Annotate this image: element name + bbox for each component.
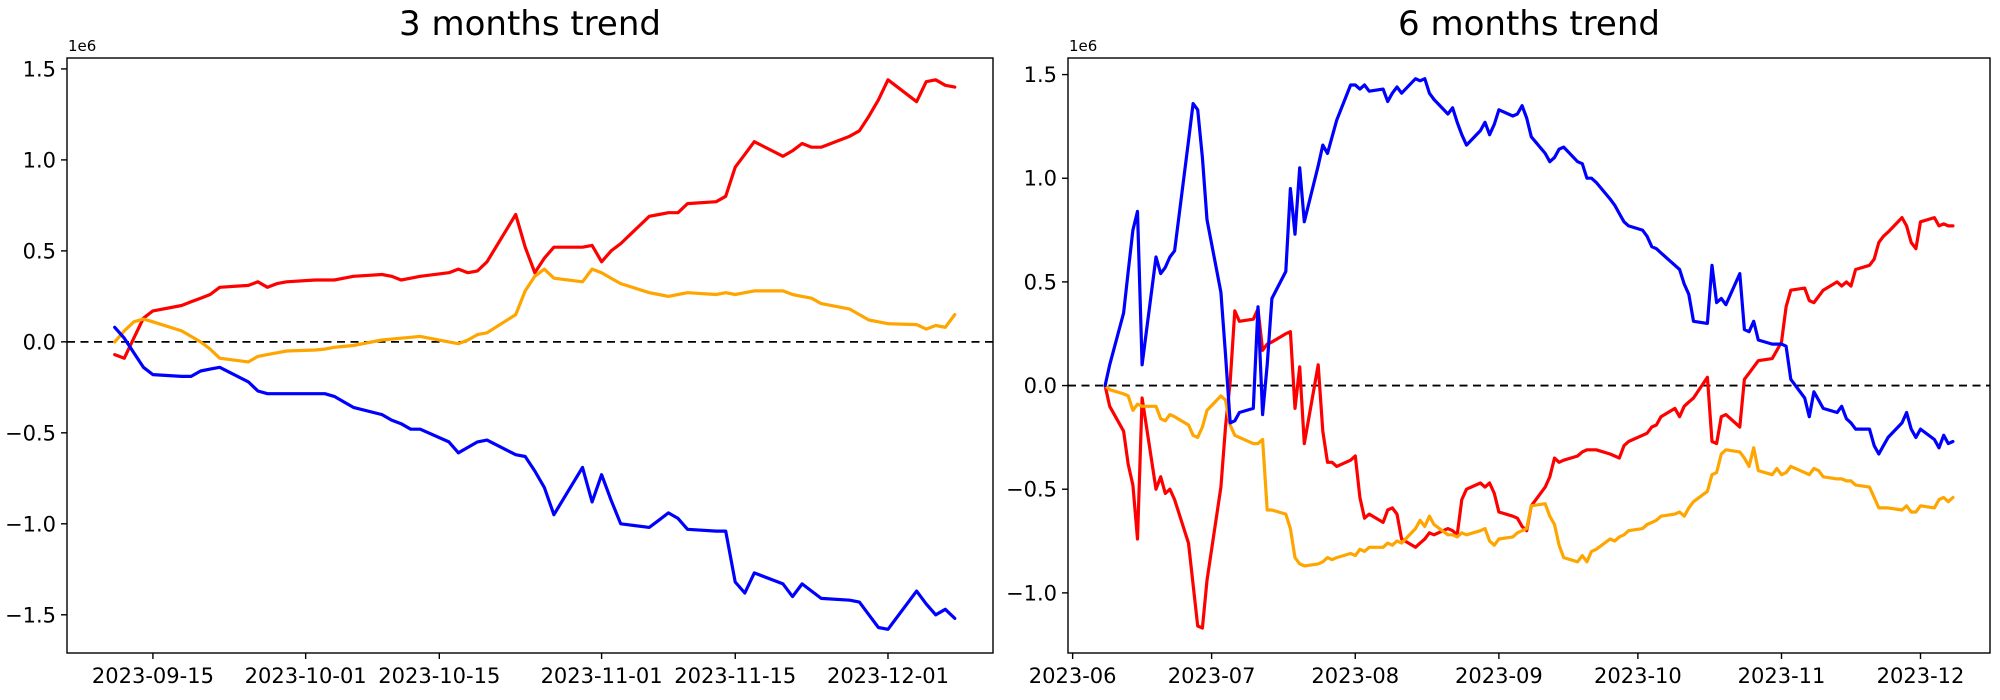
blue-line-path bbox=[1103, 77, 1955, 456]
y-tick-label: 0.0 bbox=[23, 330, 56, 354]
x-tick-label: 2023-11-15 bbox=[674, 664, 796, 688]
x-tick-label: 2023-10-15 bbox=[378, 664, 500, 688]
y-tick-label: 1.0 bbox=[23, 148, 56, 172]
x-tick-label: 2023-09-15 bbox=[92, 664, 214, 688]
x-tick-label: 2023-11-01 bbox=[541, 664, 663, 688]
y-axis-offset-label: 1e6 bbox=[1069, 37, 1097, 55]
x-tick-label: 2023-10-01 bbox=[245, 664, 367, 688]
blue-line-path bbox=[113, 325, 957, 631]
y-tick-label: 1.5 bbox=[23, 57, 56, 81]
y-tick-label: −0.5 bbox=[5, 421, 56, 445]
x-tick-label: 2023-10 bbox=[1594, 664, 1682, 688]
y-axis-offset-label: 1e6 bbox=[68, 37, 96, 55]
x-tick-label: 2023-12-01 bbox=[827, 664, 949, 688]
y-tick-label: 0.5 bbox=[23, 239, 56, 263]
chart-title-3-months: 3 months trend bbox=[399, 4, 661, 44]
y-tick-label: −1.5 bbox=[5, 603, 56, 627]
orange-line-path bbox=[1103, 384, 1955, 568]
x-tick-label: 2023-12 bbox=[1877, 664, 1965, 688]
x-tick-label: 2023-09 bbox=[1455, 664, 1543, 688]
plot-border bbox=[1067, 57, 1991, 654]
red-line-path bbox=[113, 78, 957, 360]
x-tick-label: 2023-06 bbox=[1029, 664, 1117, 688]
y-tick-label: 1.0 bbox=[1024, 167, 1057, 191]
x-tick-label: 2023-07 bbox=[1168, 664, 1256, 688]
y-tick-label: 0.5 bbox=[1024, 270, 1057, 294]
orange-line-path bbox=[113, 267, 957, 364]
y-tick-label: −0.5 bbox=[1006, 478, 1057, 502]
x-tick-label: 2023-11 bbox=[1738, 664, 1826, 688]
y-tick-label: 1.5 bbox=[1024, 63, 1057, 87]
x-tick-label: 2023-08 bbox=[1311, 664, 1399, 688]
y-tick-label: −1.0 bbox=[5, 512, 56, 536]
y-tick-label: −1.0 bbox=[1006, 581, 1057, 605]
chart-title-6-months: 6 months trend bbox=[1398, 4, 1660, 44]
y-tick-label: 0.0 bbox=[1024, 374, 1057, 398]
plot-border bbox=[66, 57, 994, 654]
